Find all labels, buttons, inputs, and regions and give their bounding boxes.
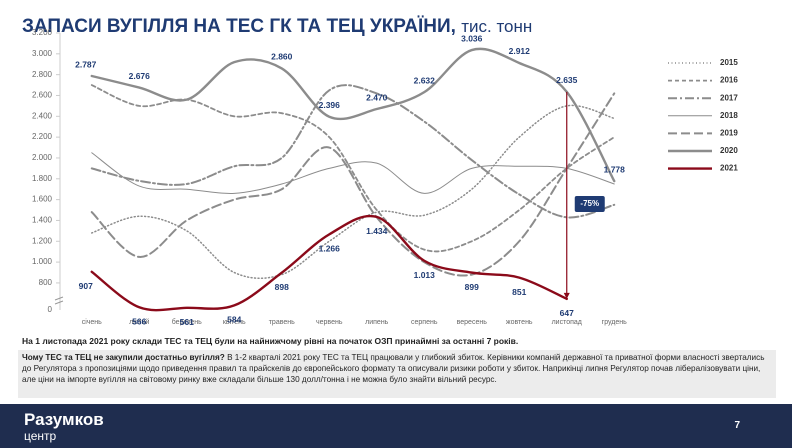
data-label: 1.266 (319, 244, 341, 254)
data-label: 2.635 (556, 75, 578, 85)
x-tick-label: січень (82, 318, 102, 326)
chart: 800 1.000 1.200 1.400 1.600 1.800 2.000 2.200 2.… (32, 28, 738, 327)
y-tick-label: 3.000 (32, 49, 53, 58)
y-tick-label: 2.600 (32, 91, 53, 100)
data-label: 899 (465, 282, 479, 292)
data-label: 1.434 (366, 226, 388, 236)
data-label: 2.470 (366, 92, 388, 102)
x-tick-label: листопад (552, 319, 582, 326)
series-line (90, 47, 616, 183)
summary: На 1 листопада 2021 року склади ТЕС та Т… (22, 336, 519, 346)
data-label: 584 (227, 315, 241, 325)
data-label: 2.860 (271, 52, 293, 62)
data-label: 561 (180, 317, 194, 327)
series-line (91, 152, 615, 194)
legend-label: 2015 (720, 58, 738, 67)
data-label: 566 (132, 317, 146, 327)
title: ЗАПАСИ ВУГІЛЛЯ НА ТЕС ГК ТА ТЕЦ УКРАЇНИ,… (22, 16, 532, 38)
notes-box: Чому ТЕС та ТЕЦ не закупили достатньо ву… (18, 350, 776, 398)
x-tick-label: травень (269, 319, 295, 326)
series-line (90, 84, 616, 219)
data-label: 2.676 (129, 71, 151, 81)
series-line (90, 84, 616, 253)
y-tick-label: 2.800 (32, 70, 53, 79)
data-label: 898 (275, 282, 289, 292)
data-label: 851 (512, 287, 526, 297)
title-text: ЗАПАСИ ВУГІЛЛЯ НА ТЕС ГК ТА ТЕЦ УКРАЇНИ, (22, 16, 456, 37)
legend-label: 2021 (720, 164, 738, 173)
x-tick-label: серпень (411, 319, 438, 326)
data-label: 2.912 (509, 46, 531, 56)
data-label: 647 (560, 308, 574, 318)
y-tick-label: 1.200 (32, 236, 53, 245)
y-tick-label: 3.200 (32, 28, 53, 37)
data-label: 1.778 (604, 164, 626, 174)
data-label: 2.787 (75, 59, 97, 69)
title-units: тис. тонн (461, 17, 533, 36)
x-tick-label: липень (365, 319, 389, 326)
legend-label: 2020 (720, 146, 738, 155)
x-tick-label: вересень (457, 319, 488, 326)
brand: Разумков (24, 410, 104, 429)
series-line (90, 92, 616, 277)
brand-sub: центр (24, 429, 57, 443)
data-label: 2.632 (414, 75, 436, 85)
y-tick-label: 2.200 (32, 132, 53, 141)
series-line (91, 104, 615, 279)
axis-break (54, 296, 64, 305)
y-tick-label: 2.400 (32, 111, 53, 120)
annotation-box (574, 196, 605, 212)
y-tick-label: 1.800 (32, 174, 53, 183)
data-label: 3.036 (461, 33, 483, 43)
x-tick-label: жовтень (506, 319, 533, 326)
y-tick-label: 1.000 (32, 257, 53, 266)
y-tick-label: 1.600 (32, 195, 53, 204)
x-tick-label: грудень (602, 319, 627, 326)
question: Чому ТЕС та ТЕЦ не закупили достатньо ву… (22, 353, 225, 362)
y-break-tick-label: 0 (48, 305, 53, 314)
x-tick-label: березень (172, 318, 202, 326)
x-tick-label: лютий (129, 318, 149, 326)
legend-label: 2016 (720, 76, 738, 85)
data-label: 1.013 (414, 270, 436, 280)
page-number: 7 (734, 420, 740, 431)
y-tick-label: 1.400 (32, 216, 53, 225)
data-label: 907 (79, 281, 93, 291)
y-tick-label: 2.000 (32, 153, 53, 162)
annotation: -75% (580, 199, 599, 208)
arrow-head (563, 292, 570, 299)
legend-label: 2017 (720, 93, 738, 102)
data-label: 2.396 (319, 100, 341, 110)
series-line (90, 214, 568, 312)
body: В 1-2 кварталі 2021 року ТЕС та ТЕЦ прац… (22, 353, 765, 384)
x-tick-label: квітень (223, 318, 246, 326)
legend-label: 2019 (720, 129, 738, 138)
legend-label: 2018 (720, 111, 738, 120)
x-tick-label: червень (316, 319, 343, 326)
footer: Разумков центр 7 (0, 404, 792, 448)
y-tick-label: 800 (39, 278, 53, 287)
